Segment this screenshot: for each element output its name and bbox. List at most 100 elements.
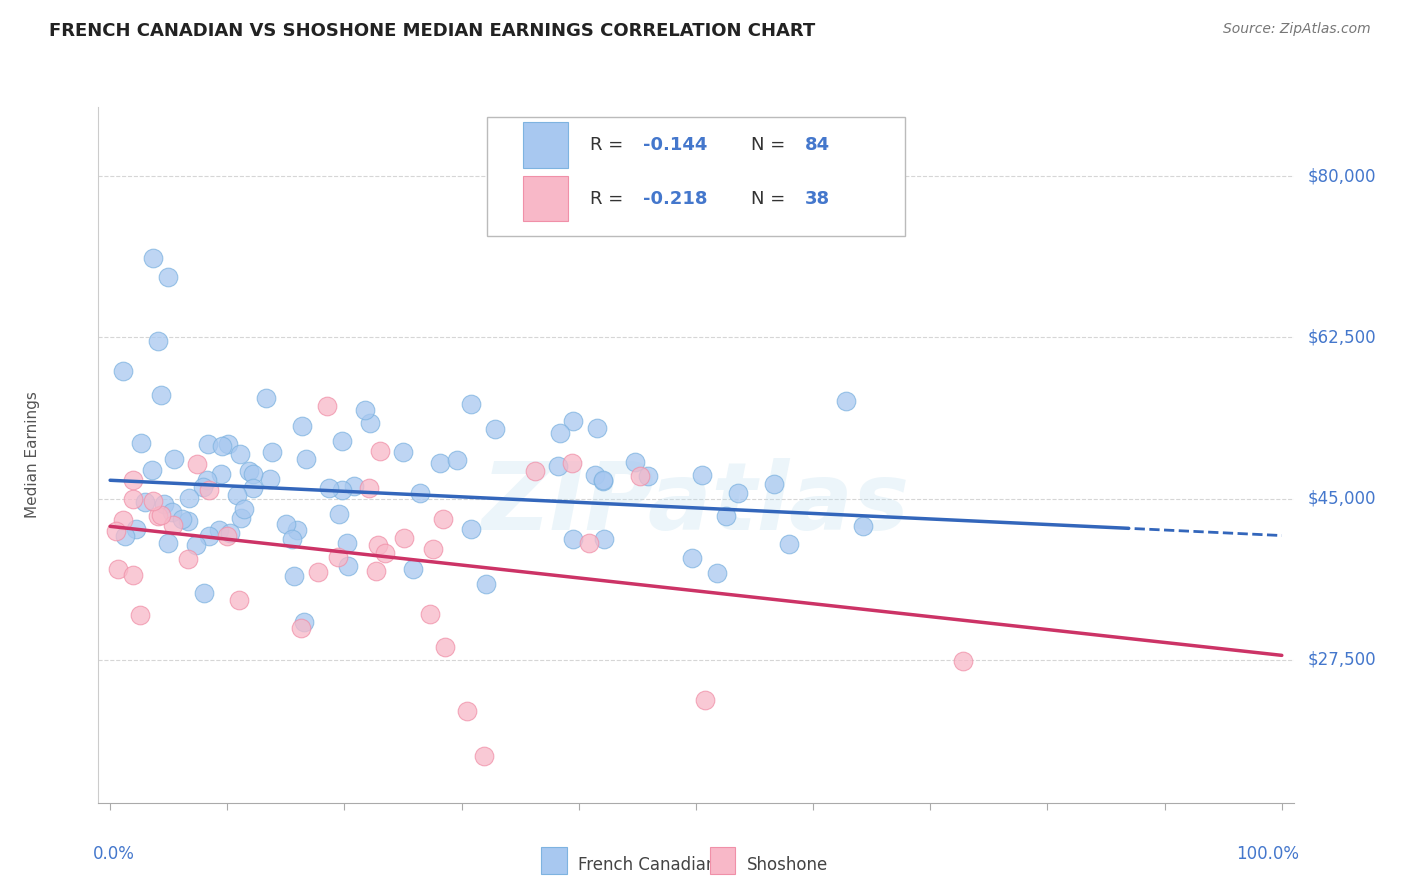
Point: [578, 536, 600, 550]
Text: -0.144: -0.144: [644, 136, 707, 154]
Point: [104, 524, 127, 538]
Point: [285, 524, 308, 538]
Point: [218, 437, 240, 451]
Point: [472, 749, 495, 764]
Point: [107, 562, 129, 576]
Text: $80,000: $80,000: [1308, 167, 1376, 186]
Point: [624, 454, 647, 468]
Point: [628, 469, 651, 483]
Text: 84: 84: [804, 136, 830, 154]
Point: [353, 403, 375, 417]
Point: [225, 488, 247, 502]
Point: [315, 400, 337, 414]
Text: Shoshone: Shoshone: [747, 856, 828, 874]
Point: [197, 437, 219, 451]
Point: [129, 436, 152, 450]
Point: [231, 510, 253, 524]
Point: [330, 434, 353, 448]
Point: [512, 206, 534, 220]
Point: [851, 519, 873, 533]
Point: [209, 467, 232, 482]
Point: [242, 467, 264, 481]
Text: N =: N =: [751, 189, 792, 208]
Point: [419, 607, 441, 621]
Point: [219, 526, 242, 541]
Point: [149, 508, 172, 523]
Point: [593, 532, 616, 546]
Point: [208, 524, 231, 538]
Point: [283, 568, 305, 582]
Point: [585, 420, 607, 434]
Point: [359, 416, 381, 430]
FancyBboxPatch shape: [486, 118, 905, 235]
Point: [561, 532, 583, 546]
Point: [456, 704, 478, 718]
Point: [446, 453, 468, 467]
Point: [330, 483, 353, 497]
Text: $62,500: $62,500: [1308, 328, 1376, 346]
Point: [460, 523, 482, 537]
Point: [460, 397, 482, 411]
Point: [562, 414, 585, 428]
Point: [176, 551, 198, 566]
Point: [122, 568, 145, 582]
Text: French Canadians: French Canadians: [578, 856, 725, 874]
Point: [157, 270, 180, 285]
Point: [524, 464, 547, 478]
Point: [142, 251, 165, 265]
Point: [142, 494, 165, 508]
Point: [318, 481, 340, 495]
Point: [357, 481, 380, 495]
Point: [292, 615, 315, 629]
Point: [193, 585, 215, 599]
Point: [198, 483, 221, 497]
Point: [295, 451, 318, 466]
Text: $45,000: $45,000: [1308, 490, 1376, 508]
Point: [367, 538, 389, 552]
Text: -0.218: -0.218: [644, 189, 707, 208]
Point: [262, 445, 284, 459]
Point: [637, 469, 659, 483]
Point: [693, 693, 716, 707]
Point: [111, 364, 134, 378]
Point: [681, 551, 703, 566]
Point: [484, 422, 506, 436]
Point: [157, 535, 180, 549]
Text: FRENCH CANADIAN VS SHOSHONE MEDIAN EARNINGS CORRELATION CHART: FRENCH CANADIAN VS SHOSHONE MEDIAN EARNI…: [49, 22, 815, 40]
Point: [162, 452, 184, 467]
Point: [291, 418, 314, 433]
Point: [242, 481, 264, 495]
Point: [429, 456, 451, 470]
Point: [402, 562, 425, 576]
Point: [259, 472, 281, 486]
Point: [706, 566, 728, 580]
Point: [343, 479, 366, 493]
Point: [211, 439, 233, 453]
Point: [160, 505, 183, 519]
Point: [254, 391, 277, 405]
Point: [195, 474, 218, 488]
Text: Median Earnings: Median Earnings: [25, 392, 41, 518]
Point: [122, 491, 145, 506]
Point: [193, 480, 215, 494]
Point: [290, 621, 312, 635]
Point: [392, 532, 415, 546]
Point: [172, 511, 194, 525]
Point: [592, 475, 614, 489]
Point: [422, 542, 444, 557]
Point: [336, 535, 359, 549]
Point: [177, 514, 200, 528]
Point: [307, 565, 329, 579]
Point: [184, 538, 207, 552]
Bar: [523, 176, 568, 221]
Point: [328, 549, 350, 564]
Text: R =: R =: [589, 189, 628, 208]
Point: [364, 564, 387, 578]
Point: [129, 607, 152, 622]
Point: [281, 532, 304, 546]
Text: N =: N =: [751, 136, 792, 154]
Point: [392, 445, 415, 459]
Point: [592, 473, 614, 487]
Point: [336, 559, 359, 574]
Point: [779, 537, 801, 551]
